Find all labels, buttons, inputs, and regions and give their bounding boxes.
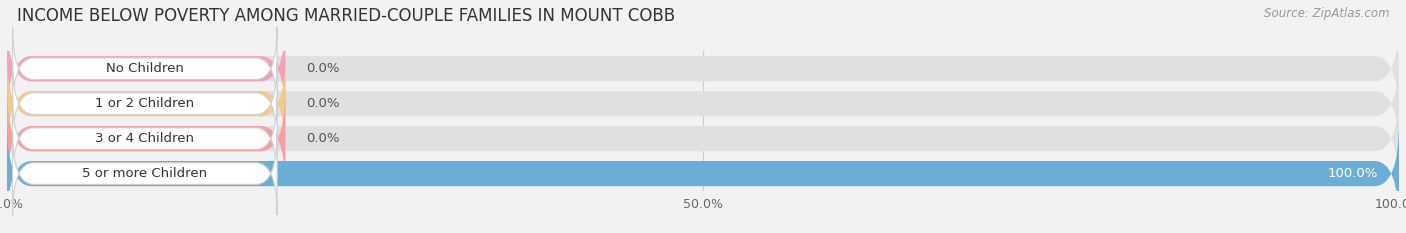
FancyBboxPatch shape [7,88,285,189]
Text: 0.0%: 0.0% [307,62,340,75]
FancyBboxPatch shape [13,62,277,145]
Text: 100.0%: 100.0% [1327,167,1378,180]
FancyBboxPatch shape [13,97,277,180]
Text: 3 or 4 Children: 3 or 4 Children [96,132,194,145]
FancyBboxPatch shape [7,53,1399,154]
Text: 0.0%: 0.0% [307,97,340,110]
FancyBboxPatch shape [7,123,1399,224]
Text: INCOME BELOW POVERTY AMONG MARRIED-COUPLE FAMILIES IN MOUNT COBB: INCOME BELOW POVERTY AMONG MARRIED-COUPL… [17,7,675,25]
FancyBboxPatch shape [13,27,277,110]
FancyBboxPatch shape [7,18,1399,119]
FancyBboxPatch shape [7,53,285,154]
Text: Source: ZipAtlas.com: Source: ZipAtlas.com [1264,7,1389,20]
FancyBboxPatch shape [13,132,277,215]
Text: 5 or more Children: 5 or more Children [83,167,208,180]
Text: No Children: No Children [105,62,184,75]
FancyBboxPatch shape [7,123,1399,224]
FancyBboxPatch shape [7,88,1399,189]
Text: 1 or 2 Children: 1 or 2 Children [96,97,194,110]
Text: 0.0%: 0.0% [307,132,340,145]
FancyBboxPatch shape [7,18,285,119]
